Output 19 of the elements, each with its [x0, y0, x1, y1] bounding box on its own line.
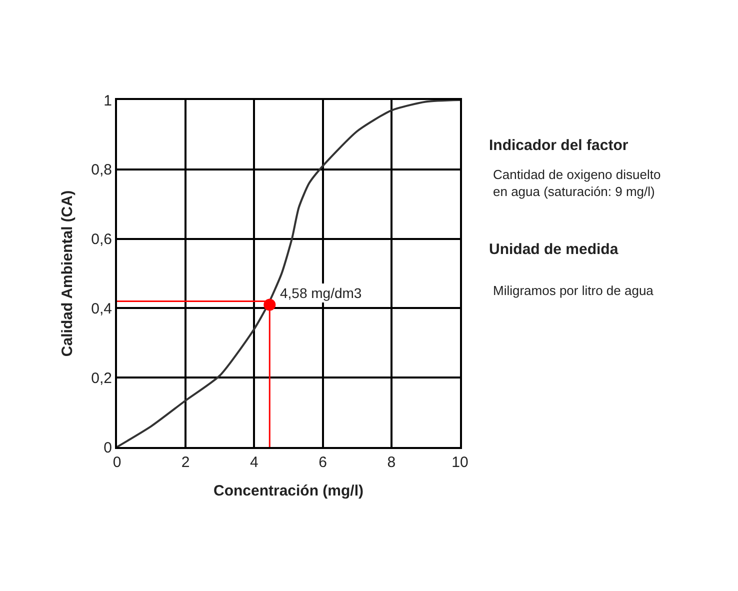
x-tick-label: 2: [181, 454, 190, 471]
x-tick-label: 6: [318, 454, 327, 471]
text: Unidad de medida: [489, 241, 619, 258]
text: Cantidad de oxigeno disuelto en agua (saturación: 9 mg/l): [493, 167, 661, 199]
x-tick-label: 8: [387, 454, 396, 471]
line-series: [117, 100, 460, 447]
x-tick-label: 4: [250, 454, 258, 471]
x-axis-title: Concentración (mg/l): [213, 482, 364, 500]
text: Indicador del factor: [489, 137, 628, 154]
y-tick-label: 0,2: [91, 370, 112, 387]
annotation: 4,58 mg/dm3: [280, 285, 362, 301]
y-axis-title: Calidad Ambiental (CA): [58, 190, 76, 357]
text: Miligramos por litro de agua: [493, 283, 654, 298]
y-tick-label: 0: [104, 439, 112, 456]
y-tick-label: 0,8: [91, 162, 112, 179]
y-tick-label: 1: [104, 92, 112, 110]
y-tick-label: 0,4: [91, 300, 112, 318]
x-tick-label: 10: [452, 454, 468, 471]
y-tick-label: 0,6: [91, 231, 112, 248]
